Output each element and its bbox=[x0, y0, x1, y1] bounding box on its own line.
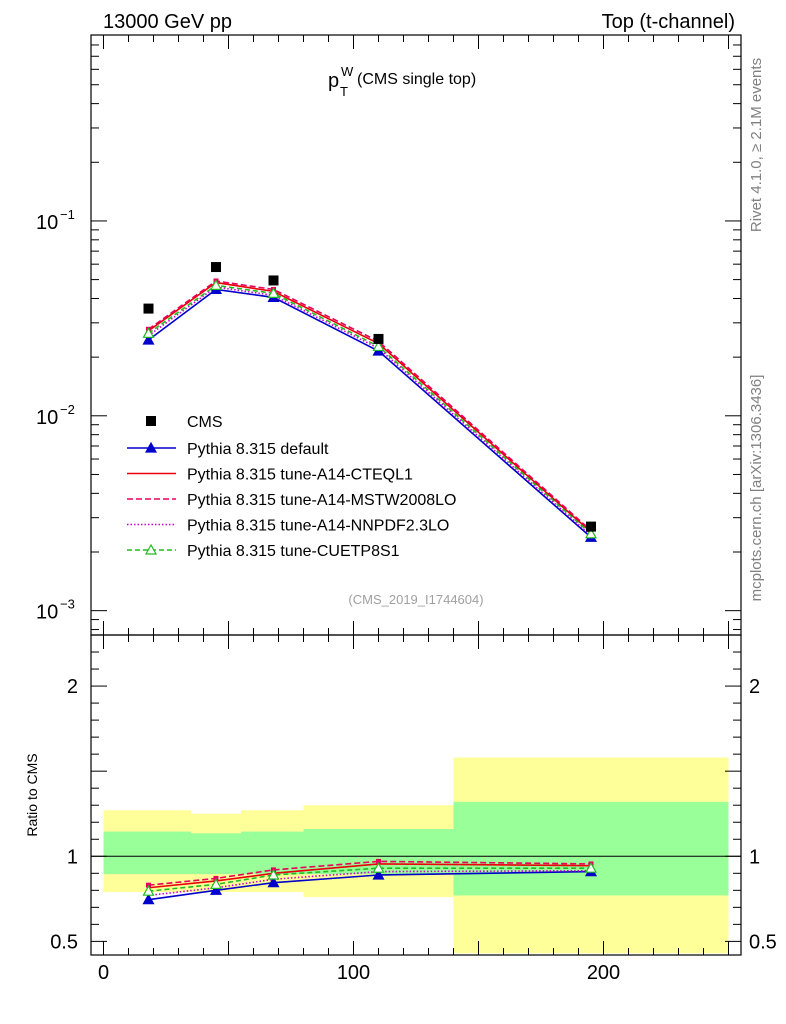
data-point-1 bbox=[211, 262, 221, 273]
ratio-ytick-label-left-0: 0.5 bbox=[50, 931, 78, 953]
band-inner-0 bbox=[103, 831, 191, 875]
series-2-ratio-line bbox=[148, 860, 592, 887]
top-ytick-exp-1: −2 bbox=[60, 402, 75, 417]
ratio-ytick-label-right-1: 1 bbox=[749, 846, 760, 868]
xtick-label-2: 200 bbox=[587, 962, 620, 984]
ratio-ytick-label-right-2: 2 bbox=[749, 676, 760, 698]
top-ytick-label-2: 10 bbox=[36, 602, 58, 624]
series-0-ratio-point-1 bbox=[209, 884, 223, 895]
xtick-label-0: 0 bbox=[98, 962, 109, 984]
series-0-ratio-point-3 bbox=[372, 868, 385, 880]
ratio-ytick-label-left-2: 2 bbox=[67, 676, 78, 698]
rivet-label: Rivet 4.1.0, ≥ 2.1M events bbox=[748, 58, 765, 232]
series-4-ratio-point-0 bbox=[142, 884, 155, 896]
series-4-point-4 bbox=[584, 527, 598, 539]
ratio-frame bbox=[90, 634, 742, 956]
xtick-label-1: 100 bbox=[337, 962, 370, 984]
ratio-ytick-label-right-0: 0.5 bbox=[749, 931, 777, 953]
top-ytick-label-0: 10 bbox=[36, 212, 58, 234]
top-ytick-exp-0: −1 bbox=[60, 207, 75, 222]
data-point-0 bbox=[143, 303, 154, 314]
band-inner-4 bbox=[453, 801, 729, 896]
title-sub: T bbox=[340, 84, 348, 99]
legend-marker-0 bbox=[144, 441, 158, 453]
data-point-4 bbox=[586, 521, 596, 532]
legend-label-3: Pythia 8.315 tune-A14-NNPDF2.3LO bbox=[187, 518, 449, 535]
mcplots-label: mcplots.cern.ch [arXiv:1306.3436] bbox=[748, 375, 765, 602]
plot-title: p W T (CMS single top) bbox=[328, 64, 476, 99]
ratio-bands bbox=[91, 757, 741, 954]
title-p: p bbox=[328, 70, 339, 92]
legend-label-0: Pythia 8.315 default bbox=[187, 441, 329, 458]
process-label: Top (t-channel) bbox=[602, 11, 735, 33]
band-inner-2 bbox=[241, 831, 304, 875]
energy-label: 13000 GeV pp bbox=[103, 11, 232, 33]
data-point-3 bbox=[373, 333, 384, 344]
series-4-point-2 bbox=[267, 287, 280, 298]
series-4-point-0 bbox=[142, 327, 155, 338]
analysis-id: (CMS_2019_I1744604) bbox=[348, 592, 483, 607]
legend-data-marker bbox=[146, 416, 156, 426]
series-4-ratio-point-2 bbox=[267, 868, 280, 880]
series-0-point-0 bbox=[142, 333, 155, 345]
ratio-ylabel: Ratio to CMS bbox=[24, 753, 40, 836]
data-point-2 bbox=[268, 275, 279, 286]
series-markers bbox=[142, 262, 598, 905]
legend-data-label: CMS bbox=[187, 414, 223, 431]
top-ytick-exp-2: −3 bbox=[60, 597, 75, 612]
series-2-ratio-point-3 bbox=[376, 858, 381, 864]
legend: CMS Pythia 8.315 default Pythia 8.315 tune… bbox=[127, 414, 456, 560]
series-0-ratio-point-0 bbox=[142, 893, 155, 905]
series-4-ratio-point-3 bbox=[372, 861, 385, 873]
title-suffix: (CMS single top) bbox=[357, 71, 476, 88]
band-inner-1 bbox=[191, 833, 241, 875]
title-sup: W bbox=[341, 64, 354, 79]
series-4-ratio-point-4 bbox=[584, 861, 598, 873]
legend-label-4: Pythia 8.315 tune-CUETP8S1 bbox=[187, 543, 400, 560]
series-4-point-1 bbox=[209, 279, 223, 290]
series-0-ratio-point-2 bbox=[267, 876, 280, 888]
legend-marker-4 bbox=[144, 543, 158, 555]
tick-labels: 10−110−210 −30.5 0.51 12 20 100 200 bbox=[36, 207, 777, 984]
series-2-line bbox=[148, 280, 592, 532]
legend-label-2: Pythia 8.315 tune-A14-MSTW2008LO bbox=[187, 492, 456, 509]
top-ytick-label-1: 10 bbox=[36, 407, 58, 429]
series-4-point-3 bbox=[372, 340, 385, 352]
axes bbox=[90, 34, 742, 956]
ratio-ytick-label-left-1: 1 bbox=[67, 846, 78, 868]
legend-label-1: Pythia 8.315 tune-A14-CTEQL1 bbox=[187, 467, 413, 484]
series-4-ratio-point-1 bbox=[209, 878, 223, 889]
